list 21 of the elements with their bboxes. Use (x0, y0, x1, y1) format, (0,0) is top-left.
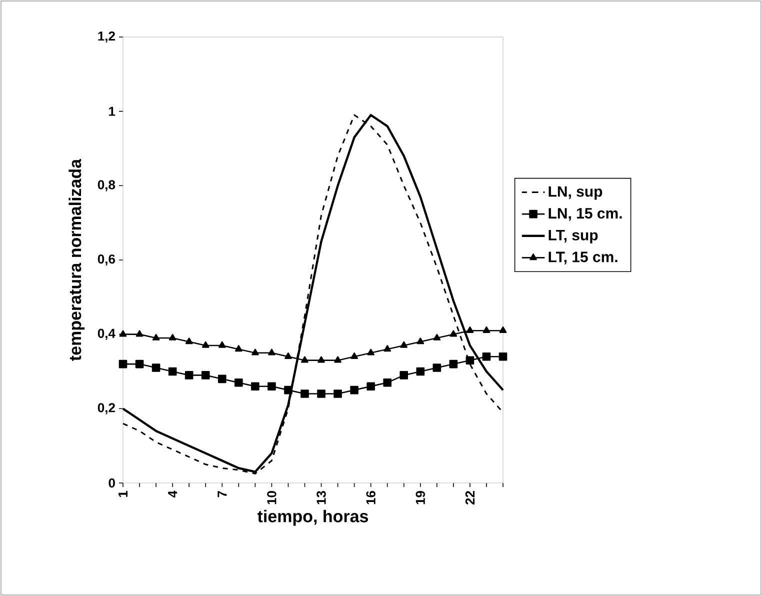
y-tick-label: 1,2 (98, 31, 115, 43)
y-tick-label: 0 (108, 478, 115, 488)
x-tick-label: 22 (465, 491, 474, 505)
y-axis-title: temperatura normalizada (68, 158, 85, 361)
x-tick-label: 19 (416, 491, 425, 504)
x-tick-label: 4 (168, 490, 178, 498)
legend-label: LN, 15 cm. (548, 208, 622, 221)
y-tick-label: 0,2 (98, 403, 115, 414)
y-tick-label: 0,4 (98, 328, 116, 340)
x-tick-label: 13 (316, 490, 326, 504)
x-axis-title: tiempo, horas (257, 510, 368, 526)
x-tick-label: 10 (267, 491, 276, 504)
y-tick-label: 0,8 (98, 180, 116, 192)
x-tick-label: 1 (118, 490, 128, 497)
x-tick-label: 16 (366, 490, 376, 504)
legend-label: LN, sup (548, 186, 602, 200)
y-tick-label: 1 (109, 106, 116, 116)
legend-label: LT, 15 cm. (548, 252, 618, 264)
y-tick-label: 0,6 (98, 254, 116, 266)
legend-label: LT, sup (548, 230, 598, 244)
x-tick-label: 7 (218, 491, 227, 498)
